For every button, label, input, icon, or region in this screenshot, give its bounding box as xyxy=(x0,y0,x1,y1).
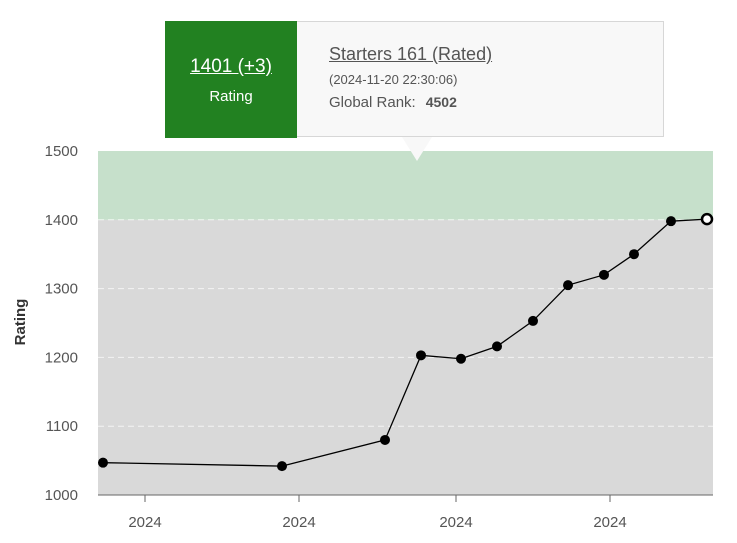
data-point xyxy=(666,216,676,227)
y-tick-label: 1200 xyxy=(45,349,78,366)
data-point xyxy=(98,457,108,468)
x-tick-label: 2024 xyxy=(593,514,626,531)
x-tick-label: 2024 xyxy=(282,514,315,531)
y-axis-label: Rating xyxy=(12,299,29,346)
tooltip-info: Starters 161 (Rated) (2024-11-20 22:30:0… xyxy=(329,44,492,111)
y-tick-label: 1000 xyxy=(45,487,78,504)
global-rank-label: Global Rank: xyxy=(329,94,416,111)
data-point xyxy=(456,353,466,364)
y-tick-label: 1500 xyxy=(45,143,78,160)
x-tick-label: 2024 xyxy=(128,514,161,531)
data-point xyxy=(492,341,502,352)
tooltip-rating-box: 1401 (+3) Rating xyxy=(165,21,297,138)
rating-line xyxy=(102,218,708,467)
data-point xyxy=(416,350,426,361)
highlighted-data-point xyxy=(700,212,714,226)
global-rank: Global Rank: 4502 xyxy=(329,94,492,111)
y-axis-ticks: 1000 1100 1200 1300 1400 1500 xyxy=(45,143,78,504)
rating-series xyxy=(98,212,714,472)
x-tick-label: 2024 xyxy=(439,514,472,531)
tooltip-pointer xyxy=(402,137,432,161)
data-point xyxy=(528,315,538,326)
tooltip-rating-value[interactable]: 1401 (+3) xyxy=(190,56,272,77)
data-point xyxy=(563,280,573,291)
y-tick-label: 1100 xyxy=(46,418,78,435)
y-tick-label: 1400 xyxy=(45,212,78,229)
global-rank-value: 4502 xyxy=(425,94,457,110)
data-point xyxy=(380,434,390,445)
contest-tooltip: 1401 (+3) Rating Starters 161 (Rated) (2… xyxy=(165,21,664,161)
data-point xyxy=(599,269,609,280)
rating-band-1 xyxy=(98,151,713,220)
rating-bands xyxy=(98,151,713,496)
y-tick-label: 1300 xyxy=(45,281,78,298)
contest-title-link[interactable]: Starters 161 (Rated) xyxy=(329,44,493,64)
data-point xyxy=(277,461,287,472)
tooltip-rating-label: Rating xyxy=(209,88,253,105)
contest-timestamp: (2024-11-20 22:30:06) xyxy=(329,72,458,87)
grid-lines xyxy=(98,219,713,427)
data-point xyxy=(629,249,639,260)
x-axis: 2024 2024 2024 2024 xyxy=(98,494,713,531)
